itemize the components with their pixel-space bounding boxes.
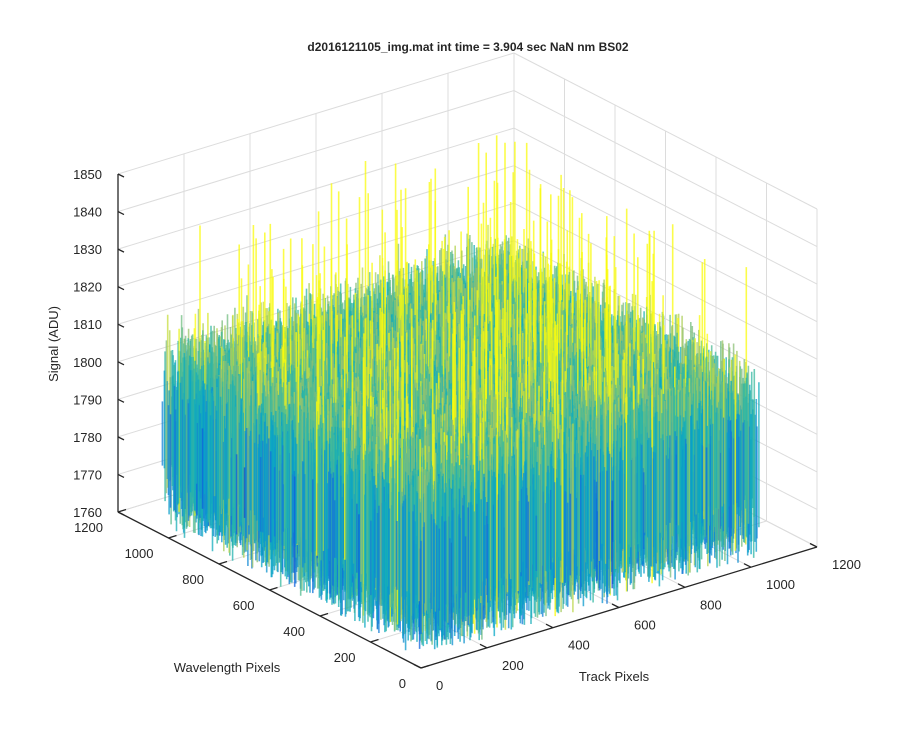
grid-line <box>513 90 818 248</box>
grid-line <box>117 202 515 325</box>
grid-line <box>117 165 515 288</box>
grid-line <box>513 52 818 210</box>
grid-line <box>513 127 818 285</box>
grid-line <box>117 127 515 250</box>
grid-line <box>117 52 515 175</box>
grid-line <box>117 90 515 213</box>
grid-line <box>513 165 818 323</box>
grid-line <box>513 202 818 360</box>
signal-surface <box>161 135 760 651</box>
